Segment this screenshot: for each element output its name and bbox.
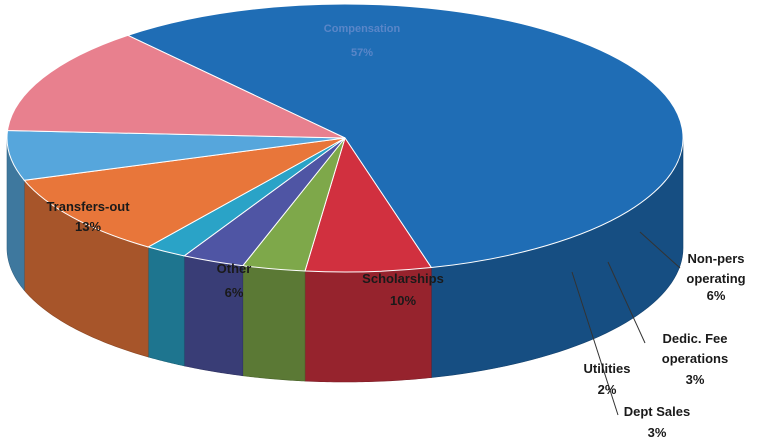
pie-label-utilities: Utilities 2% xyxy=(584,361,631,397)
pie-label-value: 2% xyxy=(598,382,617,397)
pie-label-value: 57% xyxy=(351,47,373,59)
pie-label-name: operations xyxy=(662,351,728,366)
leader-lines xyxy=(571,231,681,416)
pie-label-other: Other 6% xyxy=(217,261,252,300)
pie-label-name: Other xyxy=(217,261,252,276)
pie-slice-compensation xyxy=(126,3,684,269)
pie-label-name: Utilities xyxy=(584,361,631,376)
pie-label-name: Dept Sales xyxy=(624,404,690,419)
pie-label-value: 6% xyxy=(707,288,726,303)
pie-side-utilities xyxy=(147,246,185,367)
pie-label-scholarships: Scholarships 10% xyxy=(362,271,444,308)
pie-label-name: Transfers-out xyxy=(46,199,130,214)
pie-side-dedic-fee-operations xyxy=(242,265,306,382)
pie-label-name: Scholarships xyxy=(362,271,444,286)
pie-label-value: 6% xyxy=(225,285,244,300)
pie-label-compensation: Compensation 57% xyxy=(324,23,401,59)
pie-labels: Compensation 57% Non-pers operating 6% Dedic.… xyxy=(46,23,745,440)
pie-slice-transfers-out xyxy=(6,34,346,139)
leader-line-dept-sales xyxy=(571,271,619,416)
pie-slice-scholarships xyxy=(23,137,346,248)
pie-label-value: 13% xyxy=(75,219,101,234)
pie-sides xyxy=(6,137,684,383)
pie-label-name: Non-pers xyxy=(687,251,744,266)
pie-slice-non-pers-operating xyxy=(304,136,433,273)
pie-label-value: 10% xyxy=(390,293,416,308)
pie-tops xyxy=(6,3,684,273)
pie-label-name: operating xyxy=(686,271,745,286)
leader-line-non-pers-operating xyxy=(639,231,681,269)
leader-line-dedic-fee-operations xyxy=(607,261,646,344)
pie-slice-other xyxy=(6,130,346,181)
pie-label-dept-sales: Dept Sales 3% xyxy=(624,404,690,440)
pie-label-name: Dedic. Fee xyxy=(662,331,727,346)
pie-label-value: 3% xyxy=(648,425,667,440)
pie-label-non-pers-operating: Non-pers operating 6% xyxy=(686,251,745,303)
pie-label-transfers-out: Transfers-out 13% xyxy=(46,199,130,234)
pie-label-name: Compensation xyxy=(324,23,401,35)
pie-label-dedic-fee-operations: Dedic. Fee operations 3% xyxy=(662,331,728,387)
pie-label-value: 3% xyxy=(686,372,705,387)
